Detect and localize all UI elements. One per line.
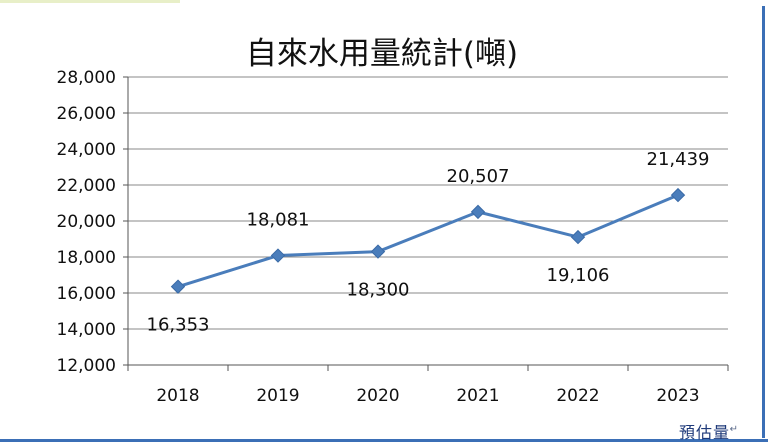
x-tick-label: 2019 (256, 386, 299, 406)
y-tick-label: 22,000 (57, 176, 116, 196)
y-tick-label: 18,000 (57, 248, 116, 268)
y-tick-label: 12,000 (57, 356, 116, 376)
data-label: 16,353 (147, 315, 210, 336)
data-point-marker (170, 279, 186, 294)
y-tick-label: 24,000 (57, 140, 116, 160)
data-label: 18,300 (347, 280, 410, 301)
y-tick-label: 28,000 (57, 68, 116, 88)
data-label: 21,439 (647, 149, 710, 170)
footnote-estimate: 預估量 (678, 423, 730, 442)
x-tick-label: 2021 (456, 386, 499, 406)
data-point-marker (370, 244, 386, 259)
data-point-marker (670, 187, 686, 203)
data-label: 18,081 (247, 210, 310, 231)
x-tick-label: 2018 (156, 386, 199, 406)
data-point-marker (270, 248, 286, 263)
axis-layer: 12,000 14,000 16,000 18,000 20,000 22,000 24,0… (57, 68, 729, 406)
y-tick-label: 16,000 (57, 284, 116, 304)
data-point-marker (570, 229, 586, 245)
y-tick-label: 14,000 (57, 320, 116, 340)
footnote-return-mark: ↵ (729, 424, 738, 435)
x-tick-label: 2020 (356, 386, 399, 406)
y-tick-label: 26,000 (57, 104, 116, 124)
series-layer (170, 187, 686, 294)
data-label: 19,106 (547, 265, 610, 286)
top-accent-bar (0, 0, 180, 3)
x-tick-label: 2022 (556, 386, 599, 406)
y-tick-label: 20,000 (57, 212, 116, 232)
data-point-marker (470, 204, 486, 220)
x-tick-label: 2023 (656, 386, 699, 406)
frame-border-bottom (0, 439, 768, 442)
series-line (177, 193, 679, 289)
data-label: 20,507 (447, 166, 510, 187)
frame-border-right (762, 6, 765, 438)
data-label-layer: 16,353 18,081 18,300 20,507 19,106 21,439 (147, 149, 710, 336)
chart-title: 自來水用量統計(噸) (246, 36, 518, 72)
grid-layer (128, 76, 728, 330)
